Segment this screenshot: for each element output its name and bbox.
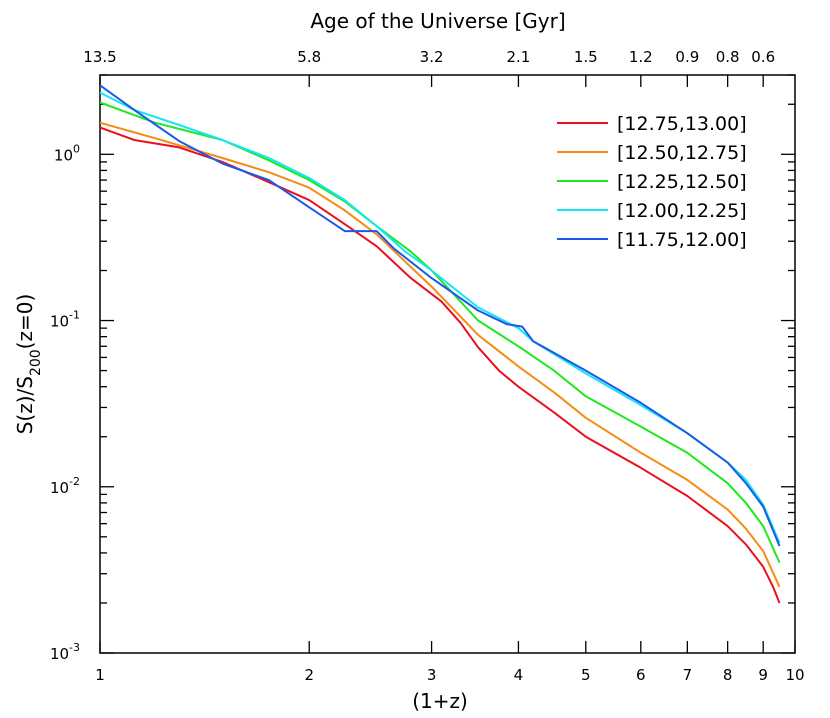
series-line: [99, 126, 781, 604]
x-tick-label: 8: [723, 666, 733, 684]
y-tick-exponent: -3: [69, 641, 80, 654]
series-lines: [99, 84, 781, 604]
top-tick-label: 1.5: [574, 48, 598, 66]
top-tick-label: 3.2: [420, 48, 444, 66]
axis-tick-labels: 1 2 3 4 5 6 7 8 9 10 13.5 5.8 3.2 2.1 1.5 1.2 0.9 0.8 0.6 1…: [50, 48, 805, 684]
y-axis-title-post: (z=0): [13, 294, 37, 350]
axis-ticks: [99, 74, 796, 654]
y-tick-base: 10: [50, 313, 69, 331]
y-tick-exponent: -2: [69, 475, 80, 488]
y-tick-label: 100: [54, 142, 80, 164]
series-line: [99, 84, 781, 547]
legend-label: [12.00,12.25]: [617, 200, 747, 222]
top-tick-label: 1.2: [629, 48, 653, 66]
y-tick-exponent: 0: [73, 142, 80, 155]
top-tick-label: 2.1: [507, 48, 531, 66]
x-tick-label: 3: [427, 666, 437, 684]
x-tick-label: 4: [514, 666, 524, 684]
x-tick-label: 9: [758, 666, 768, 684]
x-axis-title: (1+z): [412, 689, 468, 713]
y-tick-base: 10: [50, 479, 69, 497]
y-tick-base: 10: [54, 146, 73, 164]
legend-label: [12.50,12.75]: [617, 142, 747, 164]
top-tick-label: 0.6: [751, 48, 775, 66]
x-tick-label: 2: [304, 666, 314, 684]
top-axis-title: Age of the Universe [Gyr]: [310, 9, 565, 33]
y-axis-title: S(z)/S200(z=0): [13, 294, 44, 435]
legend: [12.75,13.00] [12.50,12.75] [12.25,12.50] […: [557, 113, 747, 251]
y-tick-label: 10-3: [50, 641, 80, 663]
y-tick-exponent: -1: [69, 309, 80, 322]
y-axis-title-pre: S(z)/S: [13, 376, 37, 434]
x-tick-label: 7: [683, 666, 693, 684]
x-tick-label: 1: [95, 666, 105, 684]
y-tick-label: 10-1: [50, 309, 80, 331]
x-tick-label: 6: [636, 666, 646, 684]
x-tick-label: 5: [581, 666, 591, 684]
top-tick-label: 5.8: [297, 48, 321, 66]
plot-frame: [99, 74, 796, 654]
series-line: [99, 121, 781, 588]
y-axis-title-sub: 200: [28, 349, 44, 376]
series-line: [99, 101, 781, 564]
legend-label: [11.75,12.00]: [617, 229, 747, 251]
y-tick-base: 10: [50, 645, 69, 663]
x-tick-label: 10: [785, 666, 804, 684]
legend-label: [12.75,13.00]: [617, 113, 747, 135]
y-tick-label: 10-2: [50, 475, 80, 497]
top-tick-label: 0.9: [675, 48, 699, 66]
top-tick-label: 0.8: [716, 48, 740, 66]
top-tick-label: 13.5: [83, 48, 116, 66]
legend-label: [12.25,12.50]: [617, 171, 747, 193]
